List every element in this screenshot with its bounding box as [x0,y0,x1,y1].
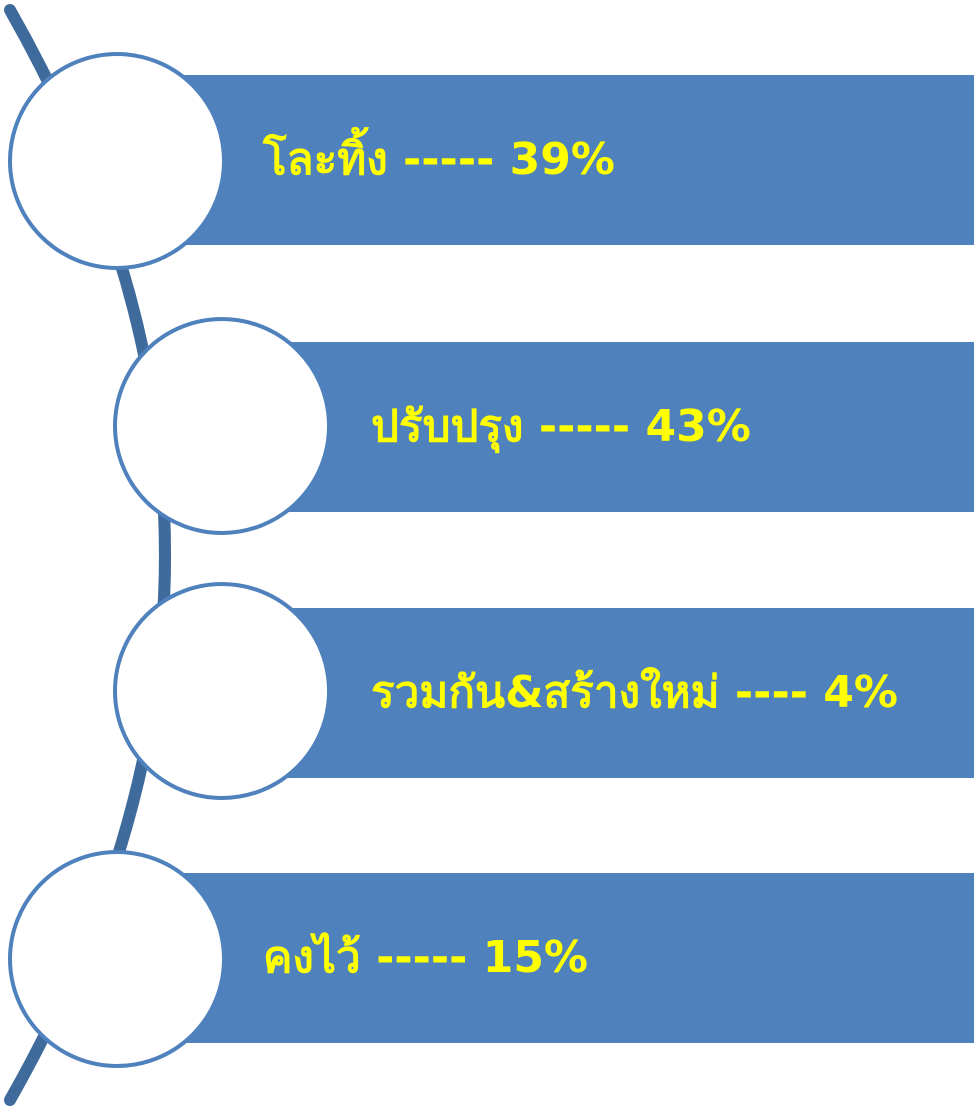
item-node-merge-rebuild [113,582,331,800]
item-node-improve [113,317,331,535]
item-bar-discard: โละทิ้ง ----- 39% [110,75,974,245]
item-node-keep [8,850,226,1068]
item-label-improve: ปรับปรุง ----- 43% [371,401,751,452]
item-bar-improve: ปรับปรุง ----- 43% [226,342,974,512]
item-label-discard: โละทิ้ง ----- 39% [263,134,615,185]
item-bar-keep: คงไว้ ----- 15% [110,873,974,1043]
item-bar-merge-rebuild: รวมกัน&สร้างใหม่ ---- 4% [226,608,974,778]
item-node-discard [8,52,226,270]
item-label-keep: คงไว้ ----- 15% [263,932,589,983]
item-label-merge-rebuild: รวมกัน&สร้างใหม่ ---- 4% [371,667,898,718]
